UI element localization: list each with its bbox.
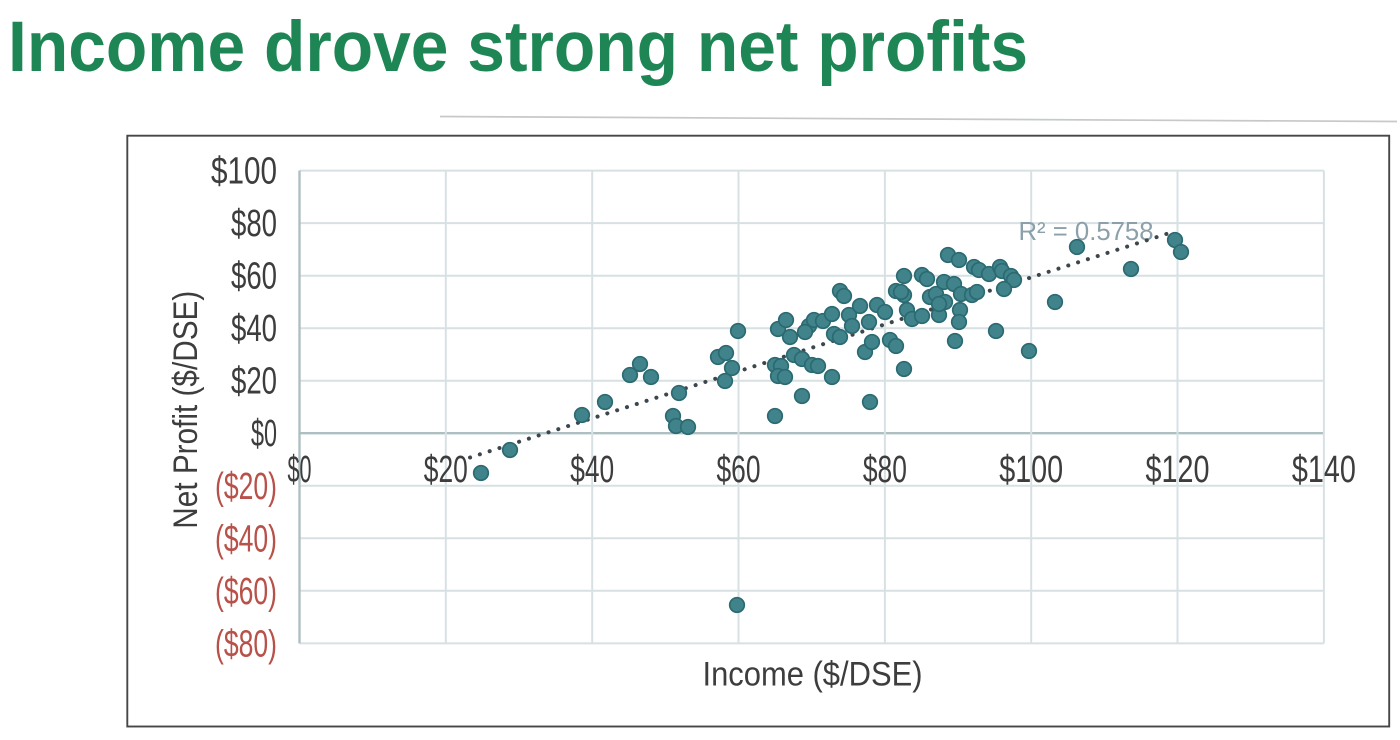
svg-text:($60): ($60) — [215, 571, 277, 613]
svg-text:$0: $0 — [251, 413, 277, 455]
svg-text:Income drove strong net profit: Income drove strong net profits — [8, 8, 1028, 87]
svg-text:Income ($/DSE): Income ($/DSE) — [703, 656, 923, 694]
svg-text:$0: $0 — [288, 449, 312, 491]
svg-text:$40: $40 — [570, 449, 614, 491]
svg-text:($80): ($80) — [215, 623, 277, 665]
svg-text:$80: $80 — [863, 449, 907, 491]
svg-text:$40: $40 — [231, 308, 277, 350]
svg-text:$80: $80 — [231, 203, 277, 245]
svg-text:$100: $100 — [999, 449, 1063, 491]
svg-text:($20): ($20) — [215, 466, 277, 508]
svg-text:R² = 0.5758: R² = 0.5758 — [1019, 216, 1154, 246]
svg-text:$100: $100 — [211, 151, 277, 193]
svg-text:$60: $60 — [231, 256, 277, 298]
svg-text:$20: $20 — [231, 361, 277, 403]
svg-text:$120: $120 — [1146, 449, 1210, 491]
svg-text:$60: $60 — [717, 449, 761, 491]
svg-text:$20: $20 — [424, 449, 468, 491]
svg-text:Net Profit ($/DSE): Net Profit ($/DSE) — [167, 291, 205, 529]
svg-text:$140: $140 — [1292, 449, 1356, 491]
svg-text:($40): ($40) — [215, 518, 277, 560]
